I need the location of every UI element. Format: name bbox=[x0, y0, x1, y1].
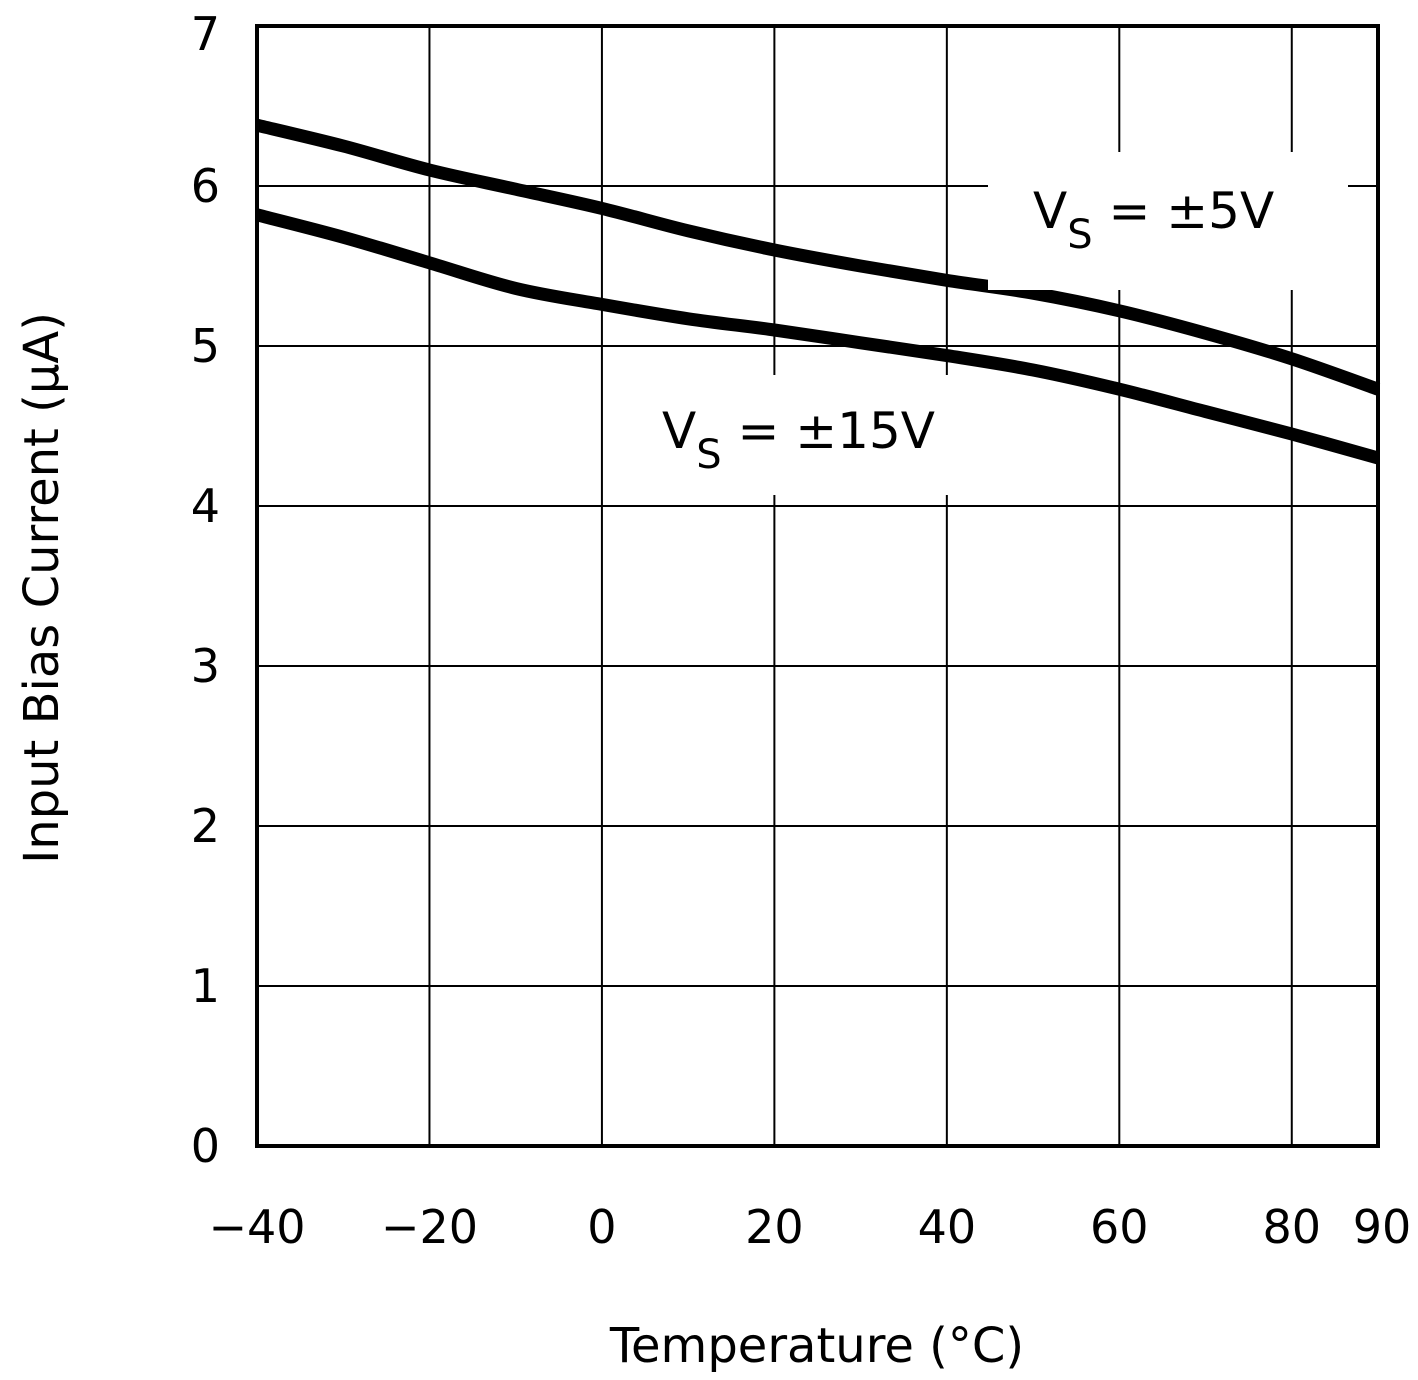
x-tick-label: 80 bbox=[1262, 1200, 1321, 1254]
x-tick-label: 90 bbox=[1353, 1200, 1412, 1254]
series-lines bbox=[255, 118, 1381, 465]
series-label-15v-rest: = ±15V bbox=[722, 402, 935, 460]
series-line-1 bbox=[255, 208, 1380, 465]
x-tick-label: −40 bbox=[208, 1200, 305, 1254]
y-tick-label: 1 bbox=[191, 959, 220, 1013]
series-label-15v: VS = ±15V bbox=[662, 402, 935, 478]
series-label-background bbox=[640, 375, 1010, 495]
x-tick-label: 40 bbox=[918, 1200, 977, 1254]
series-label-background bbox=[988, 152, 1348, 290]
tick-labels: −40 −20 0 20 40 60 80 90 0 1 2 3 4 5 6 7 bbox=[191, 7, 1412, 1254]
x-tick-label: 20 bbox=[745, 1200, 804, 1254]
y-tick-label: 7 bbox=[191, 7, 220, 61]
series-label-15v-sub: S bbox=[696, 432, 721, 478]
series-label-15v-v: V bbox=[662, 402, 696, 460]
series-label-5v: VS = ±5V bbox=[1033, 182, 1274, 258]
x-tick-label: 0 bbox=[587, 1200, 616, 1254]
y-tick-label: 6 bbox=[191, 159, 220, 213]
y-tick-label: 5 bbox=[191, 319, 220, 373]
x-tick-label: 60 bbox=[1090, 1200, 1149, 1254]
x-axis-title: Temperature (°C) bbox=[609, 1318, 1024, 1374]
y-tick-label: 4 bbox=[191, 479, 220, 533]
series-label-5v-rest: = ±5V bbox=[1093, 182, 1275, 240]
x-tick-label: −20 bbox=[381, 1200, 478, 1254]
series-line-0 bbox=[255, 118, 1381, 396]
y-tick-label: 2 bbox=[191, 799, 220, 853]
series-label-5v-sub: S bbox=[1067, 212, 1092, 258]
y-axis-title: Input Bias Current (µA) bbox=[14, 312, 70, 864]
y-tick-label: 0 bbox=[191, 1119, 220, 1173]
y-tick-label: 3 bbox=[191, 639, 220, 693]
series-label-5v-v: V bbox=[1033, 182, 1067, 240]
plot-frame bbox=[255, 24, 1380, 1148]
